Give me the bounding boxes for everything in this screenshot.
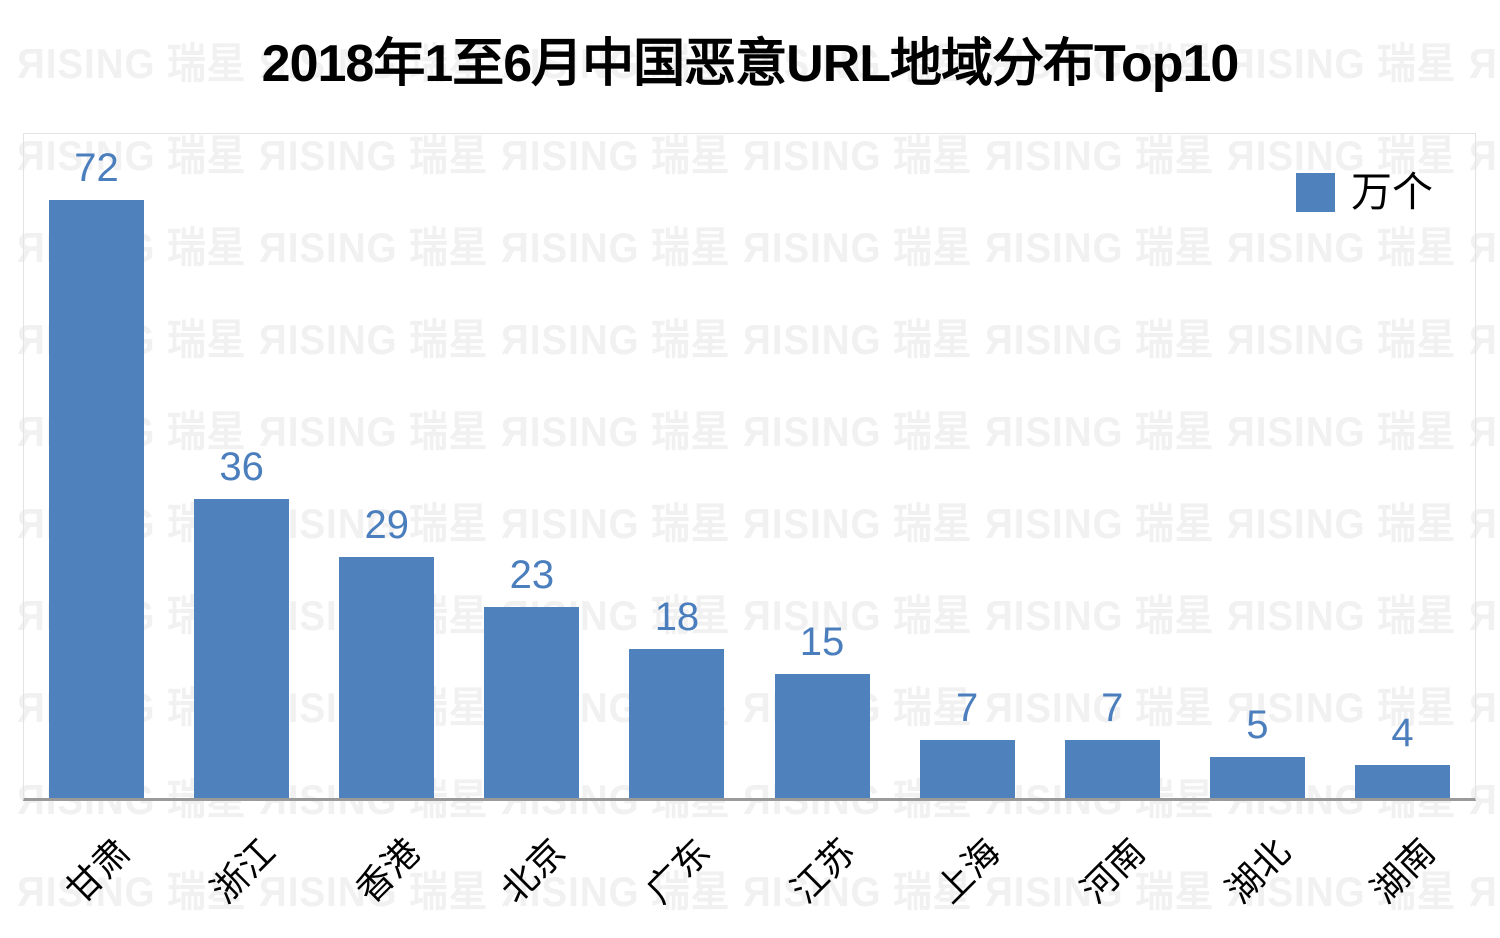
bar-value-label: 18 (654, 594, 700, 639)
legend: 万个 (1296, 172, 1433, 213)
bar-value-label: 36 (219, 445, 264, 490)
bar (919, 739, 1015, 798)
rising-logo-watermark: ЯISING 瑞星 (1469, 868, 1500, 915)
rising-logo-watermark: ЯISING 瑞星 (1227, 868, 1457, 915)
bar-value-label: 5 (1246, 702, 1269, 747)
category-label: 江苏 (783, 830, 863, 911)
bar-value-label: 23 (509, 553, 555, 598)
bar-value-label: 15 (799, 619, 845, 664)
bar-value-label: 4 (1391, 710, 1414, 755)
chart-title: 2018年1至6月中国恶意URL地域分布Top10 (261, 35, 1240, 93)
category-label: 北京 (492, 830, 573, 911)
bar (1354, 764, 1450, 798)
bar (484, 607, 580, 798)
rising-logo-watermark: ЯISING 瑞星 (985, 868, 1215, 915)
category-label: 湖南 (1363, 830, 1444, 911)
category-label: 湖北 (1218, 830, 1299, 911)
category-label: 河南 (1073, 830, 1154, 911)
category-label: 香港 (347, 830, 428, 911)
bar-value-label: 72 (74, 146, 119, 191)
category-label: 广东 (637, 830, 718, 911)
bar (774, 673, 870, 798)
bar-value-label: 7 (956, 685, 979, 730)
legend-label: 万个 (1351, 169, 1433, 215)
bar (1064, 739, 1160, 798)
bar (1209, 756, 1305, 798)
bar-value-label: 7 (1101, 685, 1124, 730)
bar (49, 200, 145, 798)
plot-area: 72 36 29 23 18 15 7 7 5 4 万个 (23, 133, 1476, 801)
bars-group: 72 36 29 23 18 15 7 7 5 4 (24, 134, 1475, 798)
rising-logo-watermark: ЯISING 瑞星 (17, 868, 247, 915)
bar (339, 557, 435, 798)
legend-swatch (1296, 173, 1335, 212)
bar (194, 499, 290, 798)
category-label: 甘肃 (57, 830, 138, 911)
category-label: 上海 (928, 830, 1009, 911)
rising-logo-watermark: ЯISING 瑞星 (501, 868, 731, 915)
rising-logo-watermark: ЯISING 瑞星 (743, 868, 973, 915)
category-label: 浙江 (202, 830, 283, 911)
bar-value-label: 29 (364, 503, 409, 548)
bar (629, 648, 725, 798)
rising-logo-watermark: ЯISING 瑞星 (259, 868, 489, 915)
